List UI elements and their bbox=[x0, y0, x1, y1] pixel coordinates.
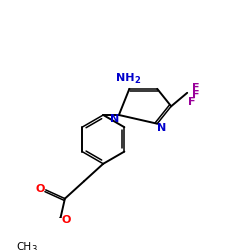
Text: NH: NH bbox=[116, 74, 134, 84]
Text: 2: 2 bbox=[134, 76, 140, 85]
Text: O: O bbox=[36, 184, 45, 194]
Text: 3: 3 bbox=[31, 245, 36, 250]
Text: CH: CH bbox=[16, 242, 32, 250]
Text: F: F bbox=[188, 98, 195, 108]
Text: F: F bbox=[192, 82, 200, 92]
Text: F: F bbox=[192, 90, 200, 100]
Text: N: N bbox=[157, 123, 166, 133]
Text: N: N bbox=[110, 114, 119, 124]
Text: O: O bbox=[62, 214, 71, 224]
